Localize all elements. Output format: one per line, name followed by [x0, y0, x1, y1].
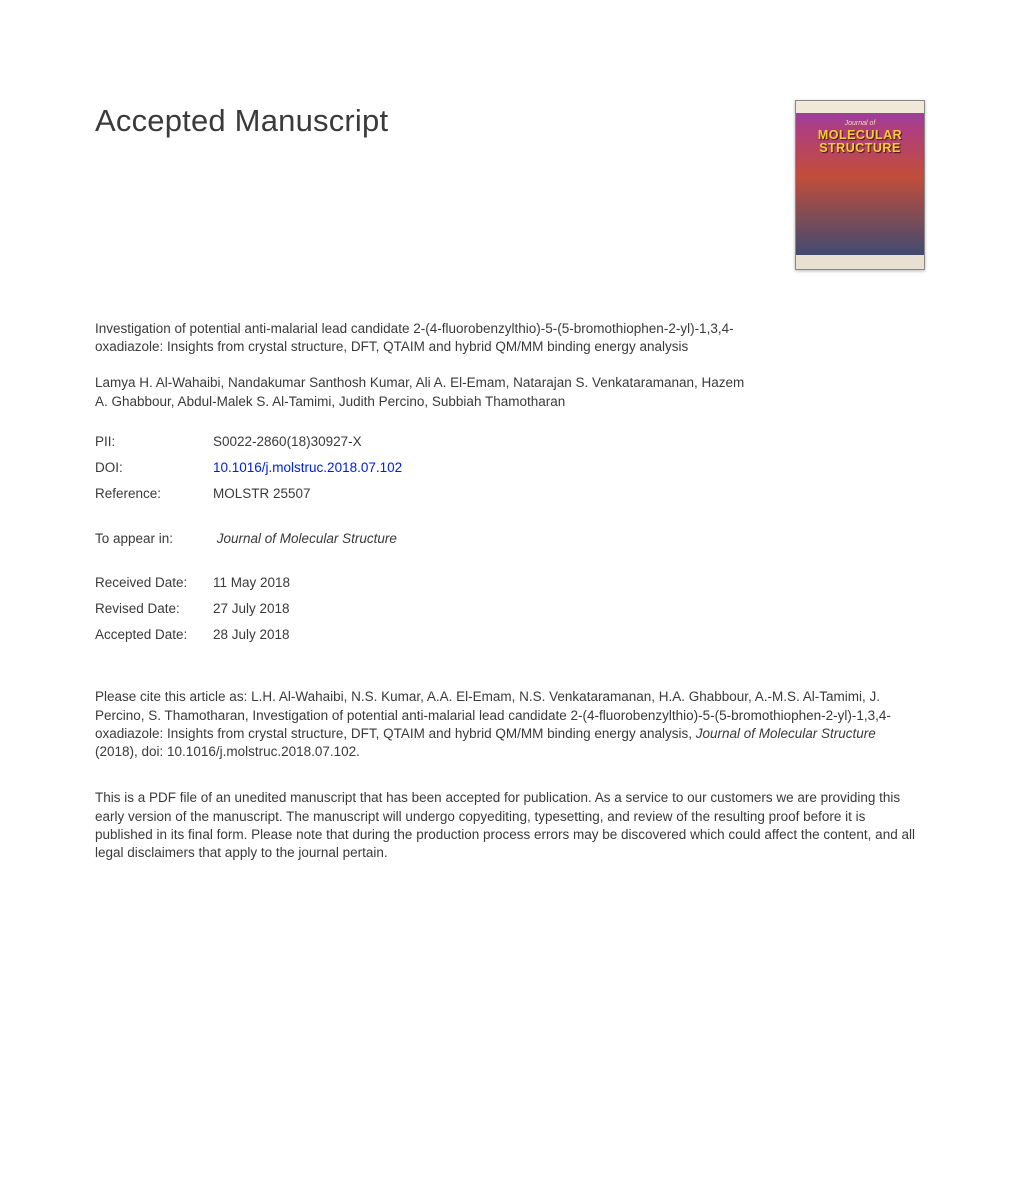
- author-list: Lamya H. Al-Wahaibi, Nandakumar Santhosh…: [95, 374, 755, 410]
- accepted-value: 28 July 2018: [213, 622, 290, 648]
- received-value: 11 May 2018: [213, 570, 290, 596]
- citation-journal: Journal of Molecular Structure: [696, 726, 876, 741]
- received-label: Received Date:: [95, 570, 213, 596]
- to-appear-label: To appear in:: [95, 530, 213, 548]
- reference-row: Reference: MOLSTR 25507: [95, 481, 402, 507]
- dates-table: Received Date: 11 May 2018 Revised Date:…: [95, 570, 290, 649]
- revised-row: Revised Date: 27 July 2018: [95, 596, 290, 622]
- reference-label: Reference:: [95, 481, 213, 507]
- reference-value: MOLSTR 25507: [213, 481, 402, 507]
- cover-title: MOLECULAR STRUCTURE: [796, 129, 924, 155]
- disclaimer-text: This is a PDF file of an unedited manusc…: [95, 789, 915, 862]
- pii-value: S0022-2860(18)30927-X: [213, 429, 402, 455]
- journal-cover-thumbnail: Journal of MOLECULAR STRUCTURE: [795, 100, 925, 270]
- cover-title-line1: MOLECULAR: [818, 128, 902, 142]
- metadata-table: PII: S0022-2860(18)30927-X DOI: 10.1016/…: [95, 429, 402, 508]
- header-row: Accepted Manuscript Journal of MOLECULAR…: [95, 100, 925, 270]
- to-appear-row: To appear in: Journal of Molecular Struc…: [95, 530, 925, 548]
- doi-label: DOI:: [95, 455, 213, 481]
- accepted-label: Accepted Date:: [95, 622, 213, 648]
- citation-text: Please cite this article as: L.H. Al-Wah…: [95, 688, 915, 761]
- accepted-row: Accepted Date: 28 July 2018: [95, 622, 290, 648]
- cover-top-banner: [796, 101, 924, 113]
- cover-bottom-banner: [796, 255, 924, 269]
- pii-label: PII:: [95, 429, 213, 455]
- revised-value: 27 July 2018: [213, 596, 290, 622]
- revised-label: Revised Date:: [95, 596, 213, 622]
- article-title: Investigation of potential anti-malarial…: [95, 320, 735, 356]
- doi-row: DOI: 10.1016/j.molstruc.2018.07.102: [95, 455, 402, 481]
- page-title: Accepted Manuscript: [95, 100, 388, 142]
- citation-suffix: (2018), doi: 10.1016/j.molstruc.2018.07.…: [95, 744, 360, 759]
- pii-row: PII: S0022-2860(18)30927-X: [95, 429, 402, 455]
- to-appear-value: Journal of Molecular Structure: [217, 531, 397, 546]
- cover-title-line2: STRUCTURE: [819, 141, 901, 155]
- received-row: Received Date: 11 May 2018: [95, 570, 290, 596]
- doi-link[interactable]: 10.1016/j.molstruc.2018.07.102: [213, 460, 402, 475]
